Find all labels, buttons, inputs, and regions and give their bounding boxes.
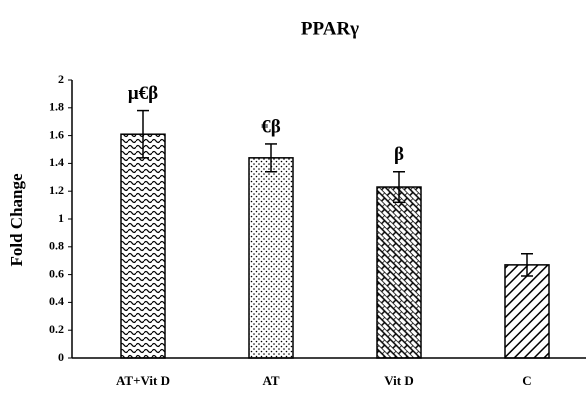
y-tick-label: 0	[58, 350, 64, 364]
y-tick-label: 1.8	[49, 100, 64, 114]
y-tick-label: 1	[58, 211, 64, 225]
chart-title: PPARγ	[301, 18, 359, 39]
y-tick-label: 1.6	[49, 127, 64, 141]
y-tick-label: 1.2	[49, 183, 64, 197]
bar-label: μ€β	[128, 83, 158, 104]
x-tick-label: C	[522, 373, 531, 388]
y-tick-label: 0.8	[49, 239, 64, 253]
bar	[504, 264, 550, 359]
y-tick-label: 1.4	[49, 155, 64, 169]
x-tick-label: Vit D	[384, 373, 414, 388]
x-tick-label: AT+Vit D	[116, 373, 170, 388]
y-tick-label: 2	[58, 72, 64, 86]
y-tick-label: 0.6	[49, 266, 64, 280]
bar-label: €β	[261, 116, 281, 137]
bar	[120, 133, 166, 359]
bar	[376, 186, 422, 359]
y-tick-label: 0.2	[49, 322, 64, 336]
y-axis-label: Fold Change	[7, 173, 26, 266]
bar	[248, 157, 294, 359]
bar-label: β	[394, 144, 404, 165]
y-tick-label: 0.4	[49, 294, 64, 308]
x-tick-label: AT	[262, 373, 279, 388]
